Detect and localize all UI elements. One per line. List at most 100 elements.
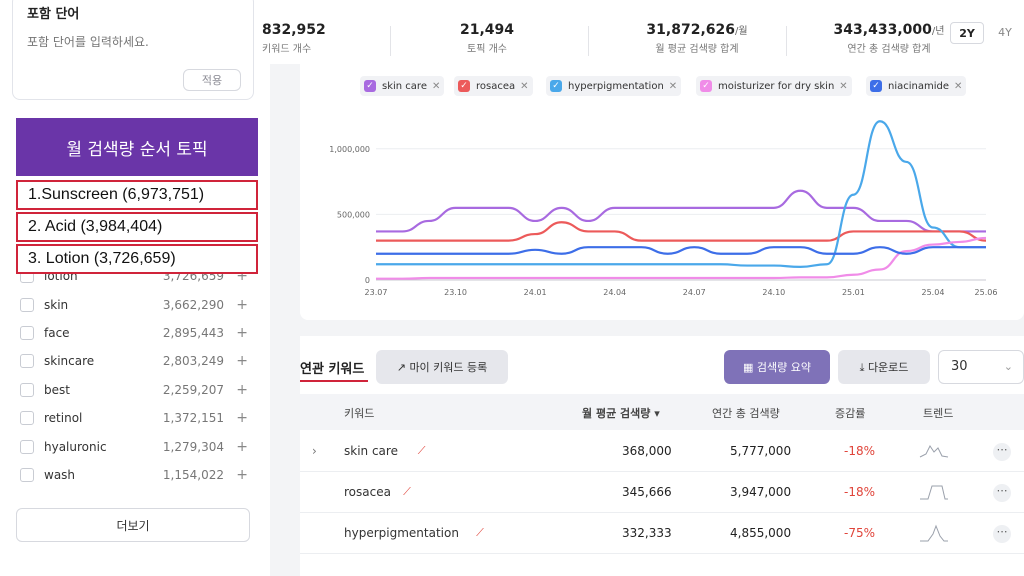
header-keyword: 키워드 — [344, 407, 375, 420]
stat-keyword-count: 832,952 키워드 개수 — [262, 22, 326, 55]
more-options-icon[interactable]: ⋯ — [993, 443, 1011, 461]
keyword-name: skincare — [44, 354, 95, 368]
header-change-rate[interactable]: 증감률 — [835, 407, 866, 420]
series-chip[interactable]: ✓ hyperpigmentation ✕ — [546, 76, 682, 96]
change-rate-cell: -18% — [844, 485, 876, 499]
page-size-select[interactable]: 30 ⌄ — [938, 350, 1024, 384]
series-line-skin-care — [376, 189, 986, 233]
checkbox[interactable] — [20, 468, 34, 482]
series-chip[interactable]: ✓ rosacea ✕ — [454, 76, 533, 96]
table-row[interactable]: › skin care ⟋ 368,000 5,777,000 -18% ⋯ — [300, 432, 1024, 472]
keyword-name: retinol — [44, 411, 83, 425]
download-button[interactable]: ⤓ 다운로드 — [838, 350, 930, 384]
series-line-hyperpigmentation — [376, 120, 986, 268]
tab-underline — [300, 380, 368, 382]
close-icon[interactable]: ✕ — [431, 80, 441, 92]
header-yearly-volume[interactable]: 연간 총 검색량 — [712, 407, 780, 420]
topic-item: 2. Acid (3,984,404) — [16, 212, 258, 242]
chart-icon[interactable]: ⟋ — [476, 526, 484, 539]
arrow-icon: ↗ — [396, 361, 410, 374]
close-icon[interactable]: ✕ — [520, 80, 529, 92]
plus-icon[interactable]: + — [236, 325, 248, 341]
more-button[interactable]: 더보기 — [16, 508, 250, 542]
close-icon[interactable]: ✕ — [668, 80, 678, 92]
plus-icon[interactable]: + — [236, 382, 248, 398]
x-tick-label: 25.04 — [922, 288, 945, 297]
topic-item: 3. Lotion (3,726,659) — [16, 244, 258, 274]
check-icon[interactable]: ✓ — [550, 80, 562, 92]
stat-yearly-volume: 343,433,000/년 연간 총 검색량 합계 — [833, 22, 945, 55]
yearly-volume-cell: 4,855,000 — [730, 526, 792, 540]
header-monthly-volume[interactable]: 월 평균 검색량 ▾ — [582, 407, 660, 420]
period-2y-button[interactable]: 2Y — [950, 22, 984, 44]
plus-icon[interactable]: + — [236, 268, 248, 284]
checkbox[interactable] — [20, 298, 34, 312]
series-line-rosacea — [376, 221, 987, 242]
plus-icon[interactable]: + — [236, 439, 248, 455]
series-chip[interactable]: ✓ skin care ✕ — [360, 76, 445, 96]
check-icon[interactable]: ✓ — [870, 80, 882, 92]
volume-summary-button[interactable]: ▦ 검색량 요약 — [724, 350, 830, 384]
topic-item: 1.Sunscreen (6,973,751) — [16, 180, 258, 210]
my-keyword-button[interactable]: ↗ 마이 키워드 등록 — [376, 350, 508, 384]
keyword-list-item[interactable]: skincare 2,803,249 + — [20, 351, 250, 371]
checkbox[interactable] — [20, 354, 34, 368]
x-tick-label: 24.04 — [603, 288, 626, 297]
checkbox[interactable] — [20, 326, 34, 340]
keyword-volume: 1,372,151 — [162, 411, 224, 425]
keyword-list-item[interactable]: wash 1,154,022 + — [20, 465, 250, 485]
checkbox[interactable] — [20, 440, 34, 454]
trend-chart-card: ✓ skin care ✕ ✓ rosacea ✕ ✓ hyperpigmentation ✕ ✓… — [300, 64, 1024, 320]
keyword-name: face — [44, 326, 70, 340]
y-tick-label: 0 — [365, 276, 370, 285]
keyword-cell[interactable]: hyperpigmentation — [344, 526, 459, 540]
plus-icon[interactable]: + — [236, 410, 248, 426]
table-icon: ▦ — [743, 361, 757, 374]
monthly-volume-cell: 345,666 — [622, 485, 672, 499]
keyword-list-item[interactable]: skin 3,662,290 + — [20, 295, 250, 315]
change-rate-cell: -18% — [844, 444, 876, 458]
expand-chevron-icon[interactable]: › — [312, 444, 317, 458]
plus-icon[interactable]: + — [236, 353, 248, 369]
more-options-icon[interactable]: ⋯ — [993, 525, 1011, 543]
checkbox[interactable] — [20, 383, 34, 397]
more-options-icon[interactable]: ⋯ — [993, 484, 1011, 502]
keyword-name: wash — [44, 468, 76, 482]
main-area: 832,952 키워드 개수 21,494 토픽 개수 31,872,626/월… — [262, 0, 1024, 576]
plus-icon[interactable]: + — [236, 467, 248, 483]
keyword-list-item[interactable]: best 2,259,207 + — [20, 380, 250, 400]
keyword-list-item[interactable]: retinol 1,372,151 + — [20, 408, 250, 428]
stats-bar: 832,952 키워드 개수 21,494 토픽 개수 31,872,626/월… — [262, 0, 1024, 64]
keyword-cell[interactable]: skin care — [344, 444, 398, 458]
include-word-input[interactable] — [27, 35, 227, 49]
include-word-title: 포함 단어 — [27, 7, 80, 22]
period-4y-button[interactable]: 4Y — [998, 26, 1012, 39]
trend-sparkline — [920, 524, 948, 542]
table-row[interactable]: hyperpigmentation ⟋ 332,333 4,855,000 -75% ⋯ — [300, 514, 1024, 554]
table-row[interactable]: rosacea ⟋ 345,666 3,947,000 -18% ⋯ — [300, 473, 1024, 513]
plus-icon[interactable]: + — [236, 297, 248, 313]
keyword-list-item[interactable]: face 2,895,443 + — [20, 323, 250, 343]
series-chip[interactable]: ✓ moisturizer for dry skin ✕ — [696, 76, 852, 96]
close-icon[interactable]: ✕ — [954, 80, 963, 92]
trend-line-chart: 0 500,000 1,000,000 23.07 23.10 24.01 24.04 24.… — [329, 120, 997, 297]
close-icon[interactable]: ✕ — [839, 80, 848, 92]
tab-related-keywords[interactable]: 연관 키워드 — [300, 362, 365, 377]
series-chip[interactable]: ✓ niacinamide ✕ — [866, 76, 967, 96]
chart-icon[interactable]: ⟋ — [417, 444, 426, 457]
stat-monthly-volume: 31,872,626/월 월 평균 검색량 합계 — [646, 22, 748, 55]
keyword-cell[interactable]: rosacea — [344, 485, 391, 499]
x-tick-label: 24.01 — [524, 288, 547, 297]
x-tick-label: 23.10 — [444, 288, 467, 297]
chart-icon[interactable]: ⟋ — [403, 485, 411, 498]
check-icon[interactable]: ✓ — [700, 80, 712, 92]
keyword-list-item[interactable]: hyaluronic 1,279,304 + — [20, 437, 250, 457]
check-icon[interactable]: ✓ — [364, 80, 376, 92]
keyword-name: hyaluronic — [44, 440, 107, 454]
check-icon[interactable]: ✓ — [458, 80, 470, 92]
x-tick-label: 24.10 — [762, 288, 785, 297]
monthly-volume-cell: 332,333 — [622, 526, 672, 540]
apply-button[interactable]: 적용 — [183, 69, 241, 91]
include-word-filter: 포함 단어 적용 — [12, 0, 254, 100]
checkbox[interactable] — [20, 411, 34, 425]
